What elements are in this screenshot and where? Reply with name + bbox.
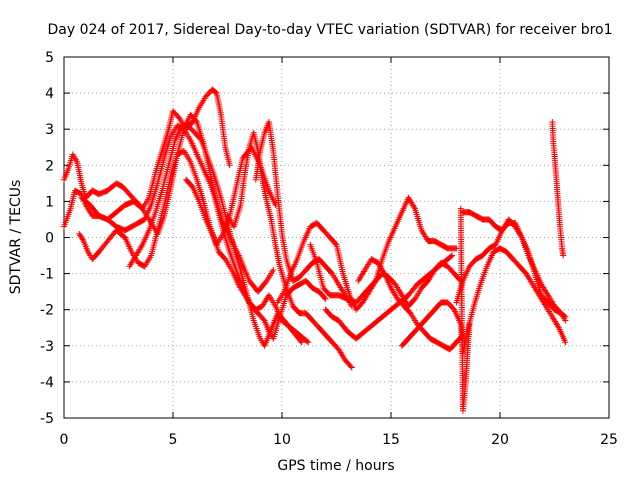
data-point: [192, 117, 199, 124]
y-tick-label: 2: [45, 158, 54, 174]
x-tick-label: 10: [273, 432, 291, 448]
data-point: [270, 266, 277, 273]
y-axis-label: SDTVAR / TECUs: [8, 180, 24, 295]
data-point: [297, 337, 304, 344]
x-tick-label: 15: [382, 432, 400, 448]
data-point: [260, 316, 267, 323]
data-point: [305, 339, 312, 346]
y-tick-label: -4: [40, 375, 54, 391]
data-points: [61, 86, 569, 414]
data-point: [560, 252, 567, 259]
chart-title: Day 024 of 2017, Sidereal Day-to-day VTE…: [47, 22, 612, 38]
data-point: [321, 294, 328, 301]
data-point: [348, 364, 355, 371]
y-tick-label: -2: [40, 303, 54, 319]
axis-ticks: [63, 56, 610, 419]
y-tick-label: -1: [40, 267, 54, 283]
y-tick-label: -5: [40, 411, 54, 427]
data-point: [212, 89, 219, 96]
x-tick-label: 25: [600, 432, 618, 448]
data-point: [175, 114, 182, 121]
data-point: [304, 338, 311, 345]
y-tick-label: 4: [45, 86, 54, 102]
y-tick-label: 0: [45, 231, 54, 247]
data-point: [466, 321, 473, 328]
data-point: [197, 135, 204, 142]
data-point: [262, 279, 269, 286]
x-tick-label: 0: [60, 432, 69, 448]
data-point: [79, 236, 86, 243]
x-axis-label: GPS time / hours: [277, 458, 394, 474]
data-point: [449, 252, 456, 259]
data-point: [450, 305, 457, 312]
data-point: [332, 240, 339, 247]
y-tick-label: 3: [45, 122, 54, 138]
data-point: [226, 162, 233, 169]
data-point: [347, 363, 354, 370]
x-tick-label: 20: [491, 432, 509, 448]
data-point: [562, 317, 569, 324]
data-point: [322, 295, 329, 302]
data-point: [448, 253, 455, 260]
tick-labels: 0 5 10 15 20 25 -5 -4 -3 -2 -1 0 1 2 3 4 5: [40, 50, 618, 448]
data-point: [562, 339, 569, 346]
y-tick-label: 1: [45, 194, 54, 210]
y-tick-label: 5: [45, 50, 54, 66]
y-tick-label: -3: [40, 339, 54, 355]
x-tick-label: 5: [169, 432, 178, 448]
data-point: [298, 339, 305, 346]
